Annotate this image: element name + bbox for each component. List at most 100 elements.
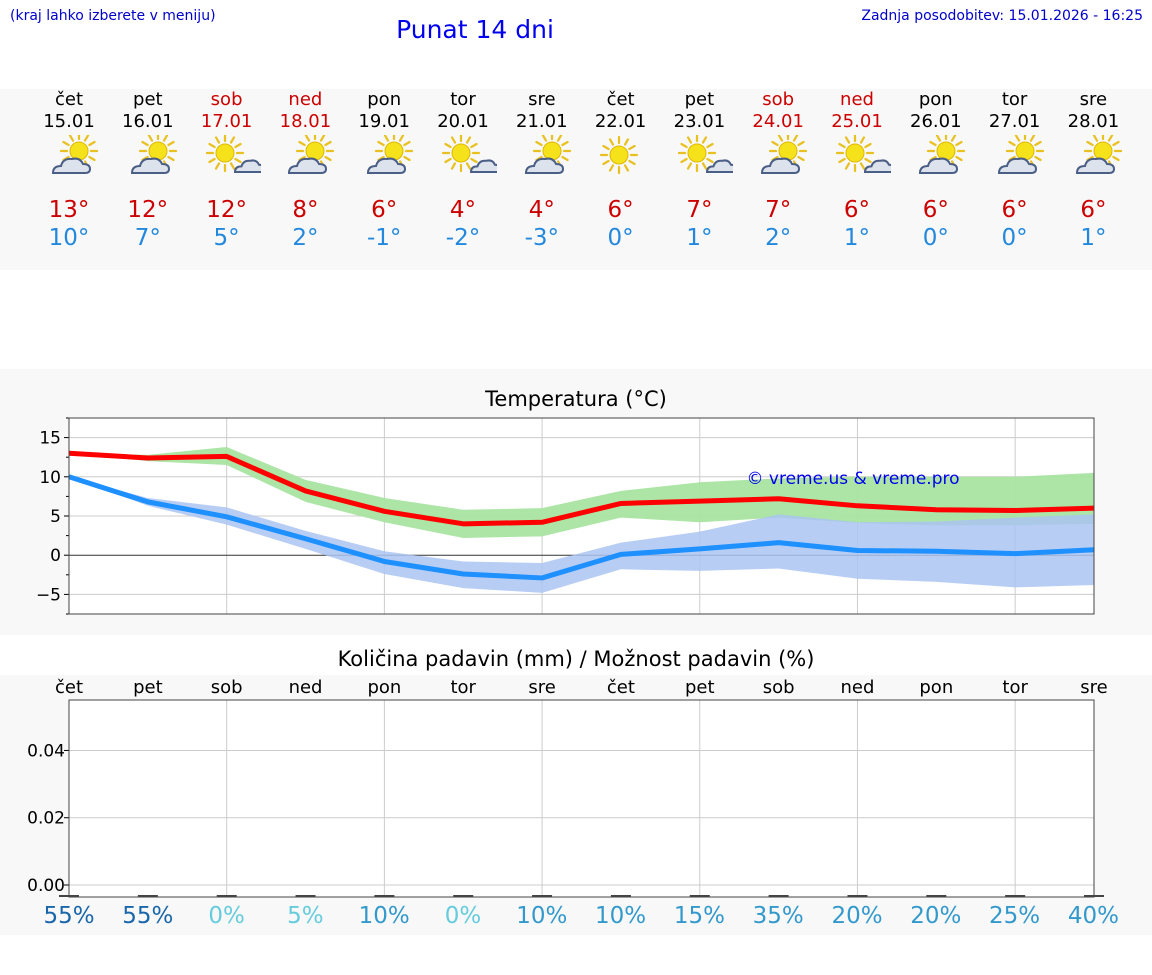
temp-min: -2° [445,225,481,251]
precipitation-probability: 20% [831,903,883,929]
temp-max: 6° [922,197,949,223]
day-name: ned [288,89,323,110]
plot-frame [68,417,1095,615]
forecast-band [0,89,1152,270]
day-date: 26.01 [910,111,962,132]
day-date: 22.01 [594,111,647,132]
day-label: sre [1080,677,1107,698]
temp-max: 6° [1001,197,1028,223]
day-name: pet [133,89,163,110]
day-column: pon 19.01 6° -1° [344,89,424,251]
day-label: pet [685,677,715,698]
day-date: 24.01 [752,111,804,132]
temp-min: 7° [134,225,161,251]
temp-max: 7° [686,197,713,223]
day-name: tor [1001,89,1028,110]
temp-max: 6° [607,197,634,223]
day-date: 16.01 [122,111,174,132]
day-date: 15.01 [43,111,95,132]
precipitation-chart-title: Količina padavin (mm) / Možnost padavin … [337,647,815,671]
precipitation-probability: 15% [673,903,725,929]
precipitation-bar [610,895,631,897]
precipitation-probability: 25% [989,903,1041,929]
page-title: Punat 14 dni [396,15,554,44]
sunny-icon [599,135,638,175]
temp-max: 6° [843,197,871,223]
day-date: 23.01 [673,111,726,132]
day-date: 17.01 [200,111,253,132]
temp-min: 1° [1080,225,1107,251]
day-label: sre [528,677,555,698]
min-temp-band [69,476,1094,593]
y-tick-label: −5 [36,585,61,605]
precipitation-bar [216,895,237,897]
precipitation-chart: čet pet sob ned pon tor sre čet pet sob ned pon tor s… [27,677,1108,898]
day-name: čet [54,89,84,110]
precipitation-probability: 10% [516,903,568,929]
day-column: pon 26.01 6° 0° [896,89,976,251]
temp-max: 7° [765,197,792,223]
temp-min: 1° [843,225,871,251]
temp-min: 0° [922,225,949,251]
max-temp-line [68,450,1095,527]
day-date: 28.01 [1067,111,1120,132]
precipitation-bar [137,895,158,897]
day-date: 20.01 [437,111,489,132]
day-name: tor [450,89,476,110]
precipitation-bar [847,895,868,897]
partly-cloudy-icon [997,135,1044,174]
temp-min: 2° [292,225,319,251]
partly-cloudy-icon [524,135,571,174]
precipitation-bar [532,895,553,897]
day-name: pet [684,89,715,110]
day-label: tor [450,677,476,698]
day-column: čet 15.01 13° 10° [29,89,109,251]
y-tick-label: 0.00 [27,876,65,896]
temp-max: 12° [206,197,247,223]
precipitation-probability: 55% [43,903,95,929]
day-name: sob [762,89,795,110]
y-tick-label: 0 [50,546,61,566]
day-column: sob 24.01 7° 2° [738,89,818,251]
partly-cloudy-icon [761,135,808,174]
precipitation-probability: 35% [752,903,804,929]
day-label: pon [919,677,953,698]
temperature-chart: −5 0 5 10 15 © vreme.us & vreme.pro [36,417,1095,615]
mostly-sunny-icon [441,135,497,173]
precipitation-bar [295,895,316,897]
day-date: 27.01 [988,111,1041,132]
min-temp-line [68,474,1095,581]
precipitation-probability: 5% [287,903,324,929]
temp-min: 10° [48,225,90,251]
partly-cloudy-icon [288,135,335,174]
day-column: sre 28.01 6° 1° [1053,89,1133,251]
y-tick-label: 0.02 [27,809,65,829]
day-name: sre [1079,89,1108,110]
day-column: tor 27.01 6° 0° [975,89,1055,251]
day-column: ned 25.01 6° 1° [817,89,897,251]
max-temp-band [69,447,1094,538]
day-label: ned [841,677,875,698]
temp-min: 0° [1001,225,1028,251]
precipitation-bar [768,895,789,897]
partly-cloudy-icon [367,135,414,174]
precipitation-probability: 0% [444,903,482,929]
temp-max: 4° [449,197,477,223]
temp-min: 5° [213,225,240,251]
day-label: čet [55,677,83,698]
day-name: pon [918,89,953,110]
temp-min: -3° [524,225,560,251]
day-column: pet 16.01 12° 7° [108,89,188,251]
day-date: 18.01 [279,111,332,132]
temp-min: 2° [765,225,792,251]
temp-min: 0° [607,225,634,251]
temp-min: 1° [686,225,713,251]
day-column: ned 18.01 8° 2° [265,89,345,251]
plot-frame [68,699,1095,898]
precipitation-probability: 10% [358,903,410,929]
day-label: pon [367,677,401,698]
y-tick-label: 5 [50,507,61,527]
mostly-sunny-icon [678,135,734,173]
day-column: sre 21.01 4° -3° [502,89,582,251]
location-hint: (kraj lahko izberete v meniju) [10,8,216,24]
